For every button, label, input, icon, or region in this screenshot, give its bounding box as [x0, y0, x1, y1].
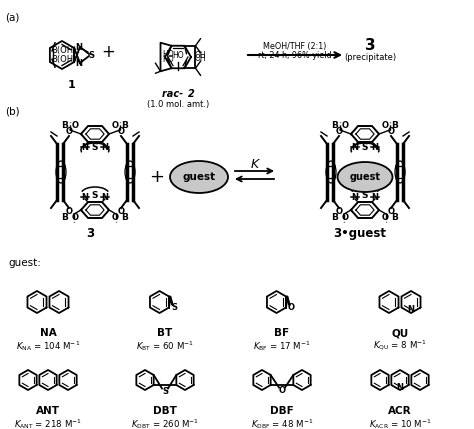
Text: ANT: ANT	[36, 406, 60, 416]
Text: K: K	[250, 157, 259, 170]
Text: B: B	[331, 214, 338, 223]
Text: O: O	[118, 127, 125, 136]
Text: guest: guest	[349, 172, 381, 182]
Text: 3•guest: 3•guest	[334, 227, 386, 240]
Text: HO: HO	[163, 55, 174, 64]
Text: NA: NA	[40, 328, 56, 338]
Text: +: +	[149, 168, 164, 186]
Text: N: N	[75, 42, 82, 51]
Text: $K_{\rm ACR}$ = 10 M$^{-1}$: $K_{\rm ACR}$ = 10 M$^{-1}$	[369, 417, 431, 429]
Text: N: N	[372, 193, 379, 202]
Text: N: N	[82, 193, 89, 202]
Text: (precipitate): (precipitate)	[344, 54, 396, 63]
Text: O: O	[388, 208, 394, 217]
Text: B(OH)₂: B(OH)₂	[51, 45, 79, 54]
Text: N: N	[82, 142, 89, 151]
Text: guest:: guest:	[8, 258, 41, 268]
Text: 3: 3	[365, 37, 375, 52]
Text: guest: guest	[182, 172, 216, 182]
Text: O: O	[287, 303, 294, 312]
Text: B: B	[62, 214, 68, 223]
Text: O: O	[341, 121, 348, 130]
Text: O: O	[336, 208, 343, 217]
Text: $K_{\rm QU}$ = 8 M$^{-1}$: $K_{\rm QU}$ = 8 M$^{-1}$	[373, 339, 427, 353]
Text: O: O	[341, 214, 348, 223]
Text: O: O	[72, 121, 79, 130]
Text: B: B	[331, 121, 338, 130]
Text: O: O	[65, 127, 73, 136]
Text: BT: BT	[157, 328, 173, 338]
Text: DBF: DBF	[270, 406, 294, 416]
Ellipse shape	[337, 162, 392, 192]
Text: O: O	[72, 214, 79, 223]
Text: O: O	[382, 214, 389, 223]
Text: QU: QU	[392, 328, 409, 338]
Text: S: S	[88, 51, 94, 60]
Text: N: N	[75, 58, 82, 67]
Text: $K_{\rm ANT}$ = 218 M$^{-1}$: $K_{\rm ANT}$ = 218 M$^{-1}$	[14, 417, 82, 429]
Text: BF: BF	[274, 328, 290, 338]
Text: O: O	[336, 127, 343, 136]
Text: B: B	[62, 121, 68, 130]
Text: HO: HO	[163, 50, 174, 59]
Text: rt, 24 h, 96% yield: rt, 24 h, 96% yield	[258, 51, 332, 60]
Text: S: S	[92, 191, 98, 200]
Text: $K_{\rm BF}$ = 17 M$^{-1}$: $K_{\rm BF}$ = 17 M$^{-1}$	[253, 339, 311, 353]
Text: B: B	[121, 214, 128, 223]
Text: N: N	[372, 142, 379, 151]
Text: N: N	[101, 193, 109, 202]
Text: MeOH/THF (2:1): MeOH/THF (2:1)	[264, 42, 327, 51]
Text: OH: OH	[194, 54, 206, 63]
Ellipse shape	[170, 161, 228, 193]
Text: (1.0 mol. amt.): (1.0 mol. amt.)	[147, 100, 209, 109]
Text: N: N	[352, 193, 358, 202]
Text: B(OH)₂: B(OH)₂	[51, 55, 79, 64]
Text: O: O	[279, 386, 285, 395]
Text: OH: OH	[194, 51, 206, 60]
Text: N: N	[352, 142, 358, 151]
Text: ACR: ACR	[388, 406, 412, 416]
Text: S: S	[172, 303, 178, 312]
Text: 3: 3	[86, 227, 94, 240]
Text: +: +	[101, 43, 115, 61]
Text: O: O	[388, 127, 394, 136]
Text: HO: HO	[172, 51, 184, 60]
Text: S: S	[92, 143, 98, 152]
Text: B: B	[121, 121, 128, 130]
Text: rac- 2: rac- 2	[162, 89, 194, 99]
Text: S: S	[362, 143, 368, 152]
Text: N: N	[396, 383, 403, 392]
Text: O: O	[382, 121, 389, 130]
Text: O: O	[111, 121, 118, 130]
Text: B: B	[392, 214, 399, 223]
Text: 1: 1	[68, 80, 76, 90]
Text: N: N	[408, 305, 414, 314]
Text: $K_{\rm BT}$ = 60 M$^{-1}$: $K_{\rm BT}$ = 60 M$^{-1}$	[136, 339, 194, 353]
Text: O: O	[118, 208, 125, 217]
Text: O: O	[111, 214, 118, 223]
Text: S: S	[162, 387, 168, 396]
Text: $K_{\rm DBF}$ = 48 M$^{-1}$: $K_{\rm DBF}$ = 48 M$^{-1}$	[251, 417, 313, 429]
Text: (b): (b)	[5, 107, 19, 117]
Text: DBT: DBT	[153, 406, 177, 416]
Text: $K_{\rm DBT}$ = 260 M$^{-1}$: $K_{\rm DBT}$ = 260 M$^{-1}$	[131, 417, 199, 429]
Text: S: S	[362, 191, 368, 200]
Text: $K_{\rm NA}$ = 104 M$^{-1}$: $K_{\rm NA}$ = 104 M$^{-1}$	[16, 339, 80, 353]
Text: N: N	[101, 142, 109, 151]
Text: (a): (a)	[5, 12, 19, 22]
Text: B: B	[392, 121, 399, 130]
Text: O: O	[65, 208, 73, 217]
